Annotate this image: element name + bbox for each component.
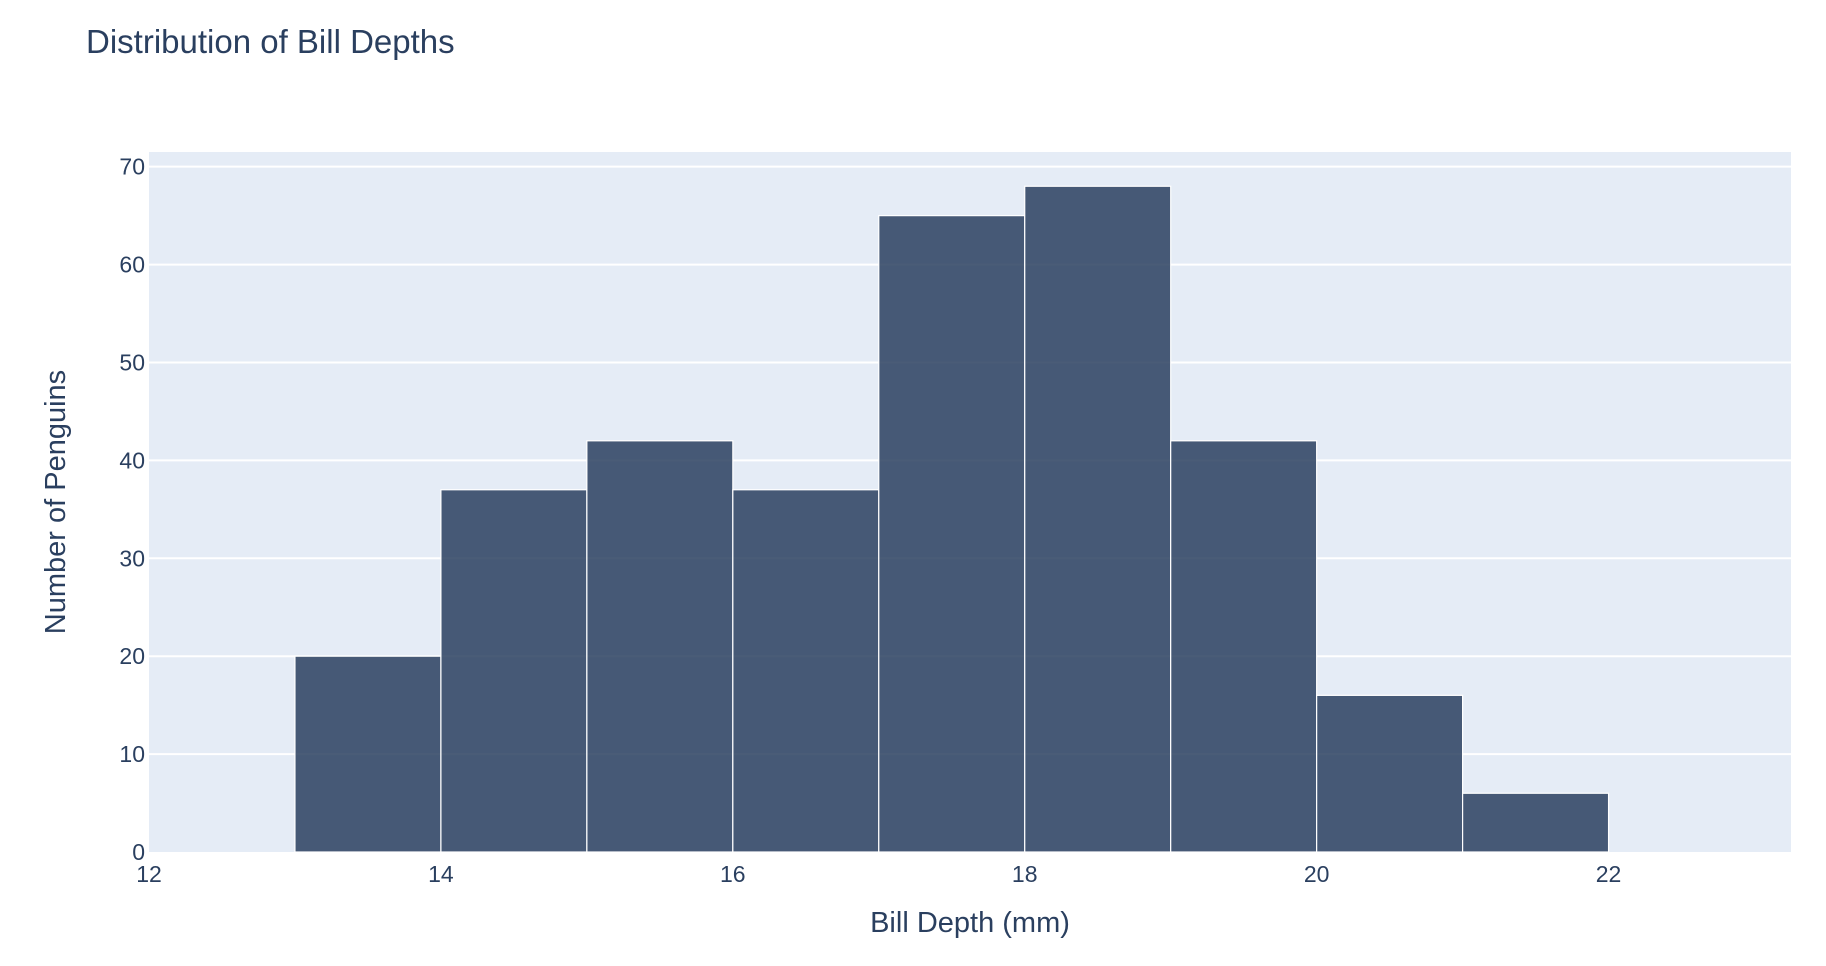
y-tick-label: 10 bbox=[119, 741, 145, 767]
bar-17-18[interactable] bbox=[878, 215, 1026, 853]
bar-21-22[interactable] bbox=[1461, 792, 1610, 853]
y-axis-ticks: 0 10 20 30 40 50 60 70 bbox=[119, 154, 145, 865]
bar-19-20[interactable] bbox=[1170, 440, 1318, 853]
x-axis-title: Bill Depth (mm) bbox=[870, 907, 1070, 939]
x-tick-label: 12 bbox=[136, 861, 162, 887]
bar-18-19[interactable] bbox=[1024, 185, 1172, 853]
x-tick-label: 18 bbox=[1012, 861, 1038, 887]
y-tick-label: 70 bbox=[119, 154, 145, 180]
bar-13-14[interactable] bbox=[294, 655, 442, 853]
y-axis-title: Number of Penguins bbox=[40, 370, 72, 634]
y-tick-label: 20 bbox=[119, 643, 145, 669]
bars bbox=[294, 185, 1610, 853]
bar-14-15[interactable] bbox=[440, 489, 588, 853]
y-tick-label: 60 bbox=[119, 252, 145, 278]
bar-20-21[interactable] bbox=[1316, 694, 1464, 853]
x-tick-label: 14 bbox=[428, 861, 454, 887]
chart-title: Distribution of Bill Depths bbox=[86, 23, 455, 60]
x-axis-ticks: 12 14 16 18 20 22 bbox=[136, 861, 1621, 887]
y-tick-label: 50 bbox=[119, 349, 145, 375]
x-tick-label: 22 bbox=[1596, 861, 1622, 887]
y-tick-label: 30 bbox=[119, 545, 145, 571]
x-tick-label: 20 bbox=[1304, 861, 1330, 887]
x-tick-label: 16 bbox=[720, 861, 746, 887]
y-tick-label: 0 bbox=[132, 839, 145, 865]
bar-16-17[interactable] bbox=[732, 489, 880, 853]
y-tick-label: 40 bbox=[119, 447, 145, 473]
bar-15-16[interactable] bbox=[586, 440, 734, 853]
